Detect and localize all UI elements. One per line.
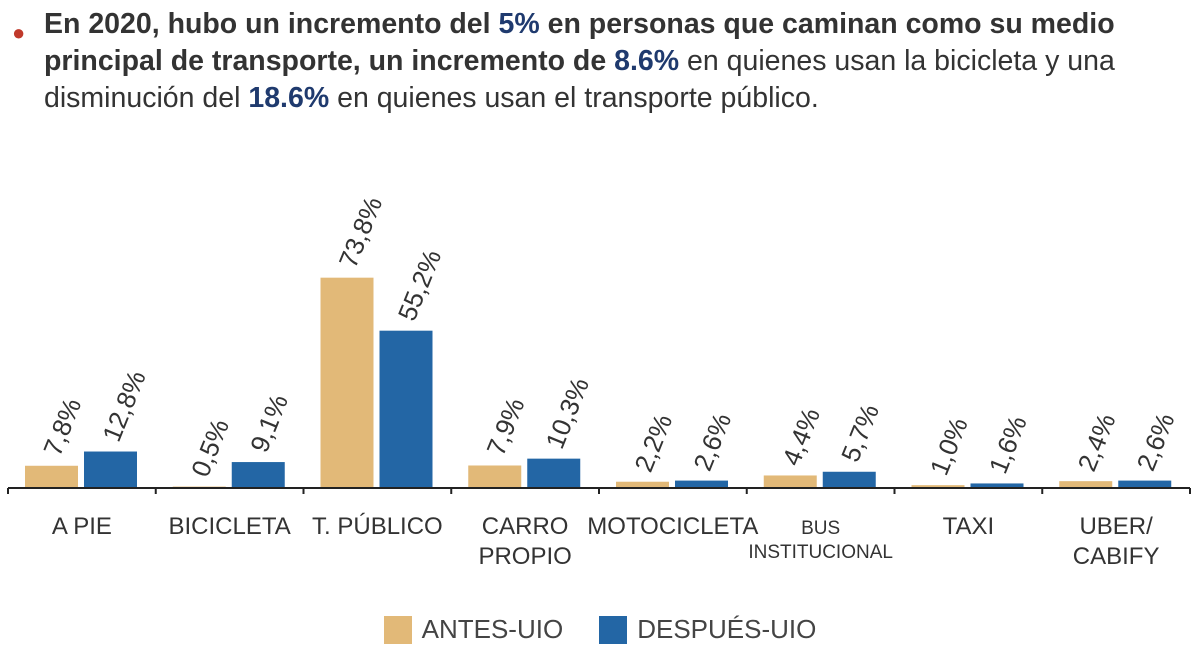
data-label-despues-1: 9,1%: [244, 390, 294, 456]
headline-bold-1: En 2020, hubo un incremento del: [44, 8, 499, 40]
category-label-4-0: MOTOCICLETA: [587, 513, 758, 540]
bar-antes-6: [911, 485, 965, 488]
bar-antes-2: [320, 277, 374, 488]
bar-despues-0: [84, 451, 137, 488]
data-label-despues-6: 1,6%: [983, 411, 1033, 477]
data-label-antes-0: 7,8%: [37, 394, 87, 460]
headline-normal-2: en quienes usan el transporte público.: [329, 82, 819, 114]
bullet-icon: ●: [12, 20, 26, 45]
headline-highlight-1: 5%: [498, 8, 540, 40]
headline: ● En 2020, hubo un incremento del 5% en …: [12, 6, 1192, 117]
bar-antes-7: [1059, 481, 1113, 488]
legend-label-antes: ANTES-UIO: [421, 614, 564, 644]
bar-chart: 7,8% 12,8% A PIE 0,5% 9,1% BICICLETA 73,8%55,2…: [7, 192, 1191, 570]
bar-antes-3: [468, 465, 522, 488]
headline-normal-1: en quienes usan la bicicleta y una dismi…: [44, 45, 1115, 114]
legend-item-antes: ANTES-UIO: [383, 614, 564, 645]
bar-antes-4: [616, 481, 669, 488]
bar-despues-6: [970, 483, 1024, 488]
legend-swatch-despues: [599, 615, 628, 644]
bar-despues-5: [822, 471, 876, 488]
data-label-antes-5: 4,4%: [776, 404, 826, 470]
category-label-0-0: A PIE: [52, 513, 112, 540]
data-label-despues-5: 5,7%: [835, 400, 885, 466]
legend-swatch-antes: [383, 615, 412, 644]
bar-antes-5: [763, 475, 817, 488]
headline-bold-2: en personas que caminan como su medio pr…: [44, 8, 1115, 77]
data-label-antes-1: 0,5%: [185, 415, 235, 481]
category-label-1-0: BICICLETA: [169, 513, 291, 540]
category-label-3-0: CARRO: [482, 513, 569, 540]
legend-item-despues: DESPUÉS-UIO: [599, 614, 816, 645]
category-label-7-1: CABIFY: [1073, 543, 1160, 570]
headline-highlight-3: 18.6%: [248, 82, 330, 114]
data-label-despues-3: 10,3%: [539, 373, 594, 453]
data-label-despues-4: 2,6%: [687, 409, 737, 475]
data-label-antes-2: 73,8%: [333, 192, 388, 272]
headline-highlight-2: 8.6%: [614, 45, 680, 77]
bar-despues-1: [231, 462, 285, 488]
bar-antes-0: [25, 465, 78, 488]
category-label-6-0: TAXI: [943, 513, 995, 540]
bar-despues-2: [379, 330, 433, 488]
category-label-7-0: UBER/: [1079, 513, 1153, 540]
data-label-antes-7: 2,4%: [1071, 409, 1121, 475]
category-label-5-0: BUS: [801, 518, 840, 539]
headline-text: En 2020, hubo un incremento del 5% en pe…: [44, 6, 1192, 117]
data-label-antes-6: 1,0%: [924, 413, 974, 479]
data-label-antes-4: 2,2%: [628, 410, 678, 476]
legend-label-despues: DESPUÉS-UIO: [637, 614, 817, 644]
category-label-2-0: T. PÚBLICO: [312, 513, 443, 540]
category-label-3-1: PROPIO: [478, 543, 571, 570]
data-label-antes-3: 7,9%: [480, 394, 530, 460]
data-label-despues-7: 2,6%: [1130, 409, 1180, 475]
bar-despues-7: [1118, 480, 1172, 488]
bar-despues-4: [675, 480, 728, 488]
bar-despues-3: [527, 458, 581, 488]
category-label-5-1: INSTITUCIONAL: [748, 542, 893, 563]
legend: ANTES-UIO DESPUÉS-UIO: [0, 614, 1200, 645]
data-label-despues-0: 12,8%: [96, 366, 151, 446]
data-label-despues-2: 55,2%: [392, 245, 447, 325]
